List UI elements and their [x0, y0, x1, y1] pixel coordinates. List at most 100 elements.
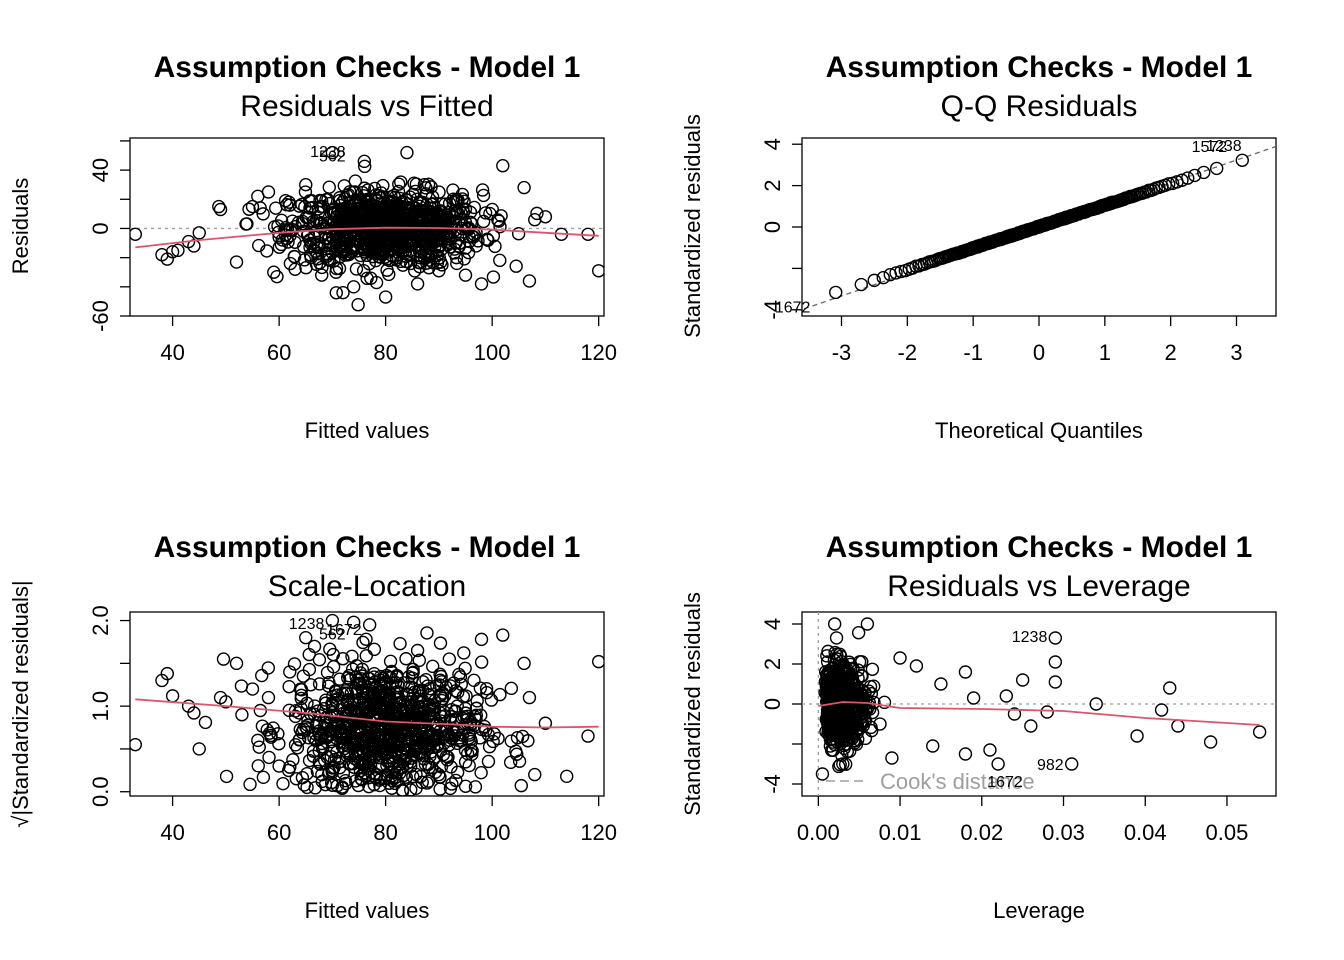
data-point	[312, 653, 327, 667]
data-point	[889, 266, 903, 280]
data-point	[336, 285, 350, 300]
data-point	[373, 250, 387, 264]
data-point	[130, 737, 143, 752]
data-point	[471, 234, 485, 248]
data-point	[851, 663, 865, 677]
data-point	[445, 209, 459, 223]
data-point	[456, 689, 471, 704]
data-point	[309, 214, 323, 228]
data-point	[130, 227, 143, 241]
data-point	[509, 259, 523, 273]
data-point	[395, 784, 410, 796]
data-point	[851, 732, 865, 747]
data-point	[316, 218, 331, 233]
data-point	[315, 268, 329, 282]
data-point	[849, 722, 864, 736]
data-point	[581, 729, 595, 743]
data-point	[362, 779, 376, 794]
data-point	[311, 704, 325, 718]
data-point	[295, 770, 310, 785]
data-point	[391, 678, 405, 693]
data-point	[387, 712, 401, 726]
data-point	[379, 232, 394, 247]
data-point	[470, 694, 484, 708]
data-point	[493, 253, 507, 268]
data-point	[357, 154, 372, 169]
data-point	[877, 695, 892, 710]
data-point	[269, 201, 283, 215]
data-point	[457, 646, 471, 660]
data-point	[296, 239, 311, 254]
data-point	[423, 681, 437, 696]
data-point	[304, 250, 318, 265]
data-point	[261, 661, 276, 675]
data-point	[1203, 735, 1218, 749]
data-point	[245, 199, 260, 214]
data-point	[591, 654, 604, 669]
data-point	[867, 273, 881, 288]
data-point	[893, 651, 907, 665]
data-point	[515, 729, 530, 744]
data-point	[287, 657, 302, 671]
data-point	[433, 782, 447, 796]
panel3-subtitle: Scale-Location	[268, 570, 466, 603]
data-point	[329, 233, 343, 248]
data-point	[267, 265, 281, 279]
data-point	[307, 639, 322, 654]
cooks-distance-legend-text: Cook's distance	[880, 769, 1035, 794]
data-point	[446, 676, 461, 690]
data-point	[485, 202, 499, 217]
panel2-title: Assumption Checks - Model 1	[826, 51, 1253, 84]
data-point	[445, 777, 459, 791]
data-point	[464, 743, 478, 757]
data-point	[319, 696, 333, 710]
data-point	[422, 697, 436, 712]
y-tick-label: -4	[760, 300, 785, 320]
x-tick-label: 0.03	[1042, 820, 1085, 845]
data-point	[325, 613, 340, 628]
data-point	[894, 264, 908, 279]
data-point	[335, 739, 349, 753]
data-point	[312, 677, 327, 691]
data-point	[372, 206, 386, 220]
point-id-label: 562	[319, 626, 346, 643]
y-tick-label: 0	[760, 698, 785, 710]
data-point	[1007, 707, 1022, 721]
data-point	[317, 726, 332, 740]
data-point	[381, 738, 396, 752]
data-point	[380, 252, 394, 266]
data-point	[192, 226, 206, 240]
data-point	[828, 737, 842, 752]
data-point	[362, 618, 377, 632]
data-point	[283, 198, 297, 212]
data-point	[401, 222, 415, 237]
data-point	[1197, 165, 1211, 180]
data-point	[486, 270, 501, 284]
point-id-label: 1672	[775, 300, 811, 317]
data-point	[353, 248, 368, 263]
data-point	[836, 711, 850, 725]
panel4-xlabel: Leverage	[993, 898, 1085, 923]
data-point	[1130, 729, 1144, 743]
data-point	[830, 647, 844, 662]
data-point	[414, 769, 428, 784]
data-point	[862, 699, 876, 713]
data-point	[488, 239, 502, 254]
data-point	[274, 237, 289, 252]
data-point	[521, 734, 535, 748]
data-point	[492, 214, 506, 228]
data-point	[835, 659, 850, 674]
data-point	[388, 699, 403, 714]
data-point	[522, 690, 537, 705]
data-point	[252, 740, 266, 754]
data-point	[458, 268, 473, 282]
x-tick-label: 60	[267, 340, 291, 365]
plot-content	[802, 612, 1276, 796]
data-point	[404, 710, 419, 725]
data-point	[213, 202, 228, 217]
data-point	[399, 193, 414, 207]
data-point	[425, 190, 440, 204]
data-point	[332, 761, 347, 775]
x-tick-label: 100	[474, 340, 511, 365]
point-id-label: 1238	[1012, 629, 1048, 646]
